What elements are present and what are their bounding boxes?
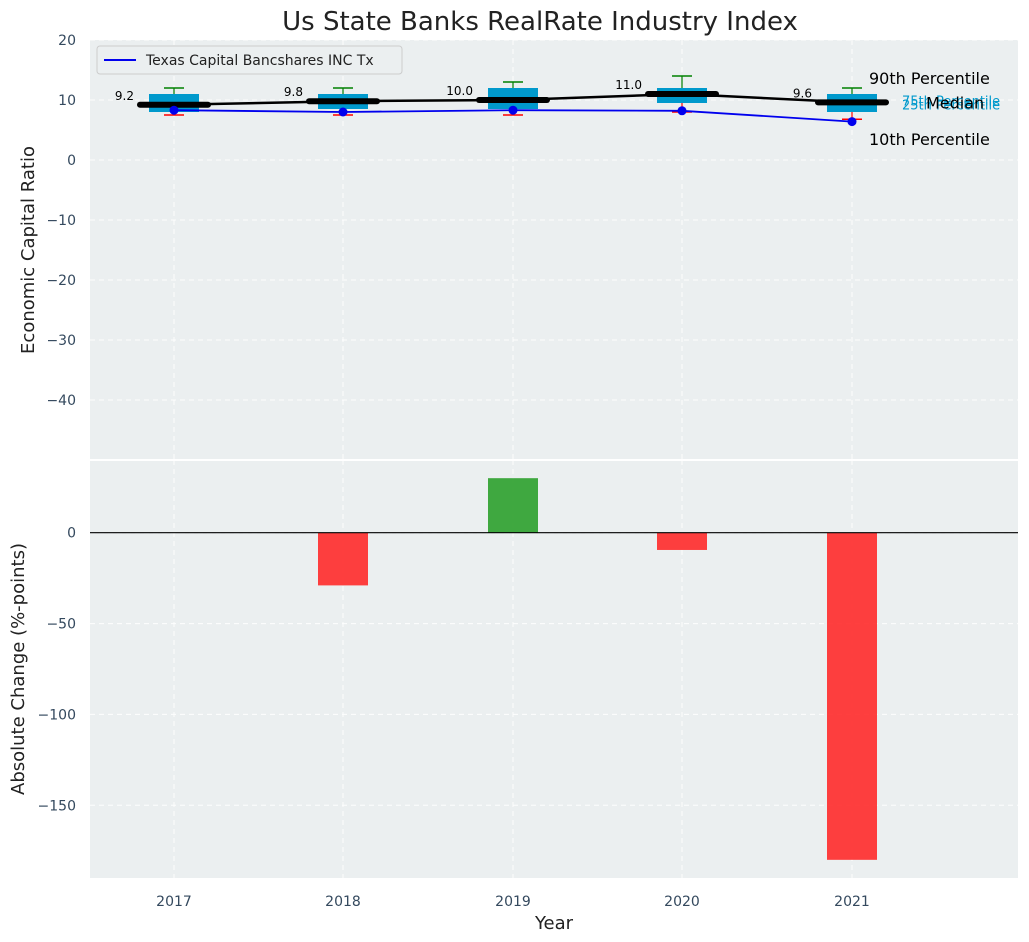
x-tick-label: 2020 bbox=[664, 894, 700, 910]
annotation-p75: 75th Percentile bbox=[902, 94, 1000, 109]
bottom-y-tick-label: −100 bbox=[38, 707, 76, 723]
x-tick-label: 2017 bbox=[156, 894, 192, 910]
bottom-panel-background bbox=[90, 460, 1018, 878]
change-bar bbox=[657, 532, 707, 550]
top-y-tick-label: −40 bbox=[46, 393, 76, 409]
x-tick-label: 2021 bbox=[834, 894, 870, 910]
company-point bbox=[508, 105, 518, 115]
chart-title: Us State Banks RealRate Industry Index bbox=[282, 7, 798, 37]
median-value-label: 10.0 bbox=[446, 84, 473, 98]
change-bars bbox=[318, 478, 877, 860]
annotation-p25: 25th Percentile bbox=[902, 98, 1000, 113]
legend: Texas Capital Bancshares INC Tx bbox=[96, 45, 403, 75]
top-y-axis-label: Economic Capital Ratio bbox=[18, 146, 39, 354]
annotation-p10: 10th Percentile bbox=[869, 130, 990, 149]
company-point bbox=[677, 106, 687, 116]
change-bar bbox=[488, 478, 538, 533]
top-grid bbox=[90, 39, 1018, 460]
x-ticks: 2017 2018 2019 2020 2021 bbox=[156, 894, 870, 910]
x-tick-label: 2018 bbox=[325, 894, 361, 910]
company-point bbox=[169, 105, 179, 115]
top-y-tick-label: 0 bbox=[67, 153, 76, 169]
median-value-label: 9.6 bbox=[793, 86, 812, 100]
bottom-y-ticks: 0 −50 −100 −150 bbox=[38, 526, 76, 815]
bottom-y-tick-label: −150 bbox=[38, 798, 76, 814]
change-bar bbox=[827, 532, 877, 860]
median-value-label: 9.8 bbox=[284, 85, 303, 99]
median-value-label: 9.2 bbox=[115, 89, 134, 103]
top-y-ticks: 20 10 0 −10 −20 −30 −40 bbox=[46, 33, 76, 409]
top-y-tick-label: 10 bbox=[58, 93, 76, 109]
top-y-tick-label: −30 bbox=[46, 333, 76, 349]
median-value-label: 11.0 bbox=[615, 78, 642, 92]
median-line-layer: 9.2 9.8 10.0 11.0 9.6 bbox=[115, 78, 889, 127]
bottom-grid bbox=[90, 460, 1018, 878]
top-y-tick-label: 20 bbox=[58, 33, 76, 49]
bottom-y-axis-label: Absolute Change (%-points) bbox=[8, 543, 29, 795]
bottom-y-tick-label: 0 bbox=[67, 526, 76, 542]
company-point bbox=[847, 117, 857, 127]
legend-label: Texas Capital Bancshares INC Tx bbox=[145, 53, 374, 69]
top-y-tick-label: −10 bbox=[46, 213, 76, 229]
annotation-p90: 90th Percentile bbox=[869, 69, 990, 88]
x-axis-label: Year bbox=[534, 913, 574, 934]
x-tick-label: 2019 bbox=[495, 894, 531, 910]
change-bar bbox=[318, 532, 368, 586]
top-y-tick-label: −20 bbox=[46, 273, 76, 289]
annotation-median: Median bbox=[926, 93, 984, 112]
company-point bbox=[338, 107, 348, 117]
bottom-y-tick-label: −50 bbox=[46, 617, 76, 633]
legend-box bbox=[96, 45, 403, 75]
